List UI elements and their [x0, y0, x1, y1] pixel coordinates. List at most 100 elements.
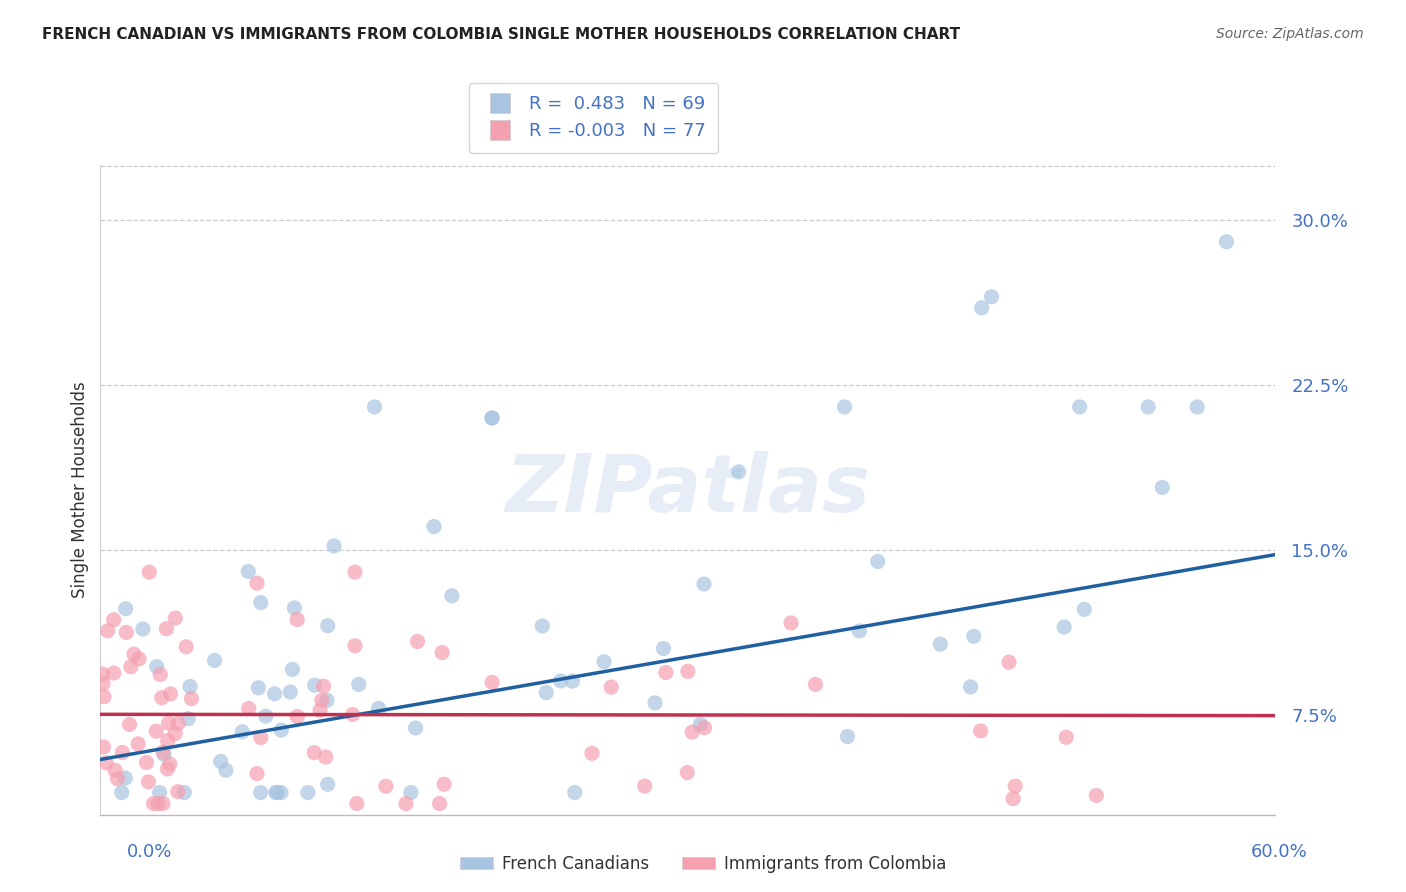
Point [114, 601, 136, 615]
Point [1069, 400, 1091, 414]
Point [118, 717, 141, 731]
Point [346, 797, 368, 811]
Point [1004, 779, 1026, 793]
Point [406, 634, 429, 648]
Point [278, 685, 301, 699]
Point [676, 765, 699, 780]
Point [103, 665, 125, 680]
Point [581, 747, 603, 761]
Point [204, 653, 226, 667]
Text: ZIPatlas: ZIPatlas [505, 450, 870, 529]
Point [93, 690, 115, 704]
Point [593, 655, 616, 669]
Point [634, 779, 657, 793]
Point [215, 763, 238, 777]
Point [249, 596, 271, 610]
Point [367, 701, 389, 715]
Point [804, 677, 827, 691]
Point [174, 640, 197, 654]
Point [263, 687, 285, 701]
Point [536, 685, 558, 699]
Point [550, 673, 572, 688]
Text: 60.0%: 60.0% [1251, 843, 1308, 861]
Point [1137, 400, 1160, 414]
Point [423, 519, 446, 533]
Point [103, 613, 125, 627]
Point [405, 721, 427, 735]
Point [238, 701, 260, 715]
Point [153, 747, 176, 762]
Point [399, 785, 422, 799]
Point [780, 615, 803, 630]
Point [481, 411, 503, 425]
Point [693, 577, 716, 591]
Point [254, 709, 277, 723]
Point [145, 724, 167, 739]
Point [180, 691, 202, 706]
Point [209, 755, 232, 769]
Point [148, 797, 170, 811]
Point [866, 555, 889, 569]
Point [309, 703, 332, 717]
Point [159, 687, 181, 701]
Point [316, 777, 339, 791]
Point [343, 639, 366, 653]
Point [676, 665, 699, 679]
Point [998, 655, 1021, 669]
Point [316, 693, 339, 707]
Point [167, 784, 190, 798]
Point [165, 726, 187, 740]
Point [249, 785, 271, 799]
Point [1002, 791, 1025, 805]
Point [266, 785, 288, 799]
Y-axis label: Single Mother Households: Single Mother Households [72, 381, 89, 598]
Point [111, 785, 134, 799]
Point [283, 601, 305, 615]
Point [374, 779, 396, 793]
Point [104, 764, 127, 778]
Point [138, 565, 160, 579]
Point [156, 733, 179, 747]
Point [1152, 481, 1174, 495]
Point [152, 745, 174, 759]
Point [179, 680, 201, 694]
Point [132, 622, 155, 636]
Point [142, 797, 165, 811]
Point [302, 746, 325, 760]
Point [433, 777, 456, 791]
Point [312, 679, 335, 693]
Point [297, 785, 319, 799]
Point [270, 723, 292, 737]
Point [155, 622, 177, 636]
Point [150, 690, 173, 705]
Point [652, 641, 675, 656]
Point [157, 716, 180, 731]
Point [177, 712, 200, 726]
Point [531, 619, 554, 633]
Point [440, 589, 463, 603]
Point [135, 756, 157, 770]
Point [481, 675, 503, 690]
Point [681, 725, 703, 739]
Point [1053, 620, 1076, 634]
Point [122, 647, 145, 661]
Point [281, 662, 304, 676]
Point [120, 659, 142, 673]
Point [689, 717, 711, 731]
Point [156, 762, 179, 776]
Point [970, 301, 993, 315]
Point [969, 723, 991, 738]
Point [980, 290, 1002, 304]
Point [173, 785, 195, 799]
Point [959, 680, 981, 694]
Point [430, 646, 453, 660]
Point [152, 797, 174, 811]
Point [107, 772, 129, 786]
Point [246, 576, 269, 591]
Point [347, 677, 370, 691]
Point [848, 624, 870, 638]
Point [127, 737, 149, 751]
Point [247, 681, 270, 695]
Point [246, 766, 269, 780]
Point [231, 724, 253, 739]
